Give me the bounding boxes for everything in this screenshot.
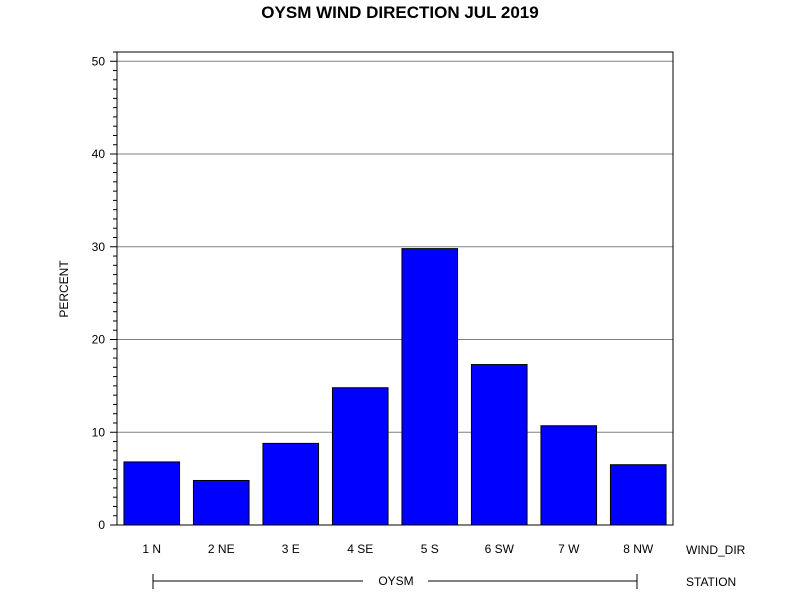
x-tick-label: 3 E — [282, 542, 300, 556]
bar — [401, 248, 459, 526]
y-tick-label: 20 — [92, 333, 106, 347]
x-tick-label: 6 SW — [485, 542, 515, 556]
x-tick-label: 5 S — [421, 542, 439, 556]
x-tick-label: 1 N — [142, 542, 161, 556]
bar — [331, 387, 389, 526]
bar — [262, 442, 320, 526]
y-tick-label: 10 — [92, 425, 106, 439]
x-tick-label: 2 NE — [208, 542, 235, 556]
y-axis: 0 10 20 30 40 50 — [92, 51, 117, 532]
y-tick-label: 50 — [92, 54, 106, 68]
y-tick-label: 30 — [92, 240, 106, 254]
chart-title: OYSM WIND DIRECTION JUL 2019 — [261, 3, 538, 22]
x-axis: 1 N 2 NE 3 E 4 SE 5 S 6 SW 7 W 8 NW — [142, 542, 654, 556]
station-axis-label: STATION — [686, 575, 736, 589]
bar — [609, 464, 667, 526]
x-tick-label: 8 NW — [623, 542, 654, 556]
y-tick-label: 0 — [98, 518, 105, 532]
bar — [123, 461, 181, 526]
gridlines — [117, 60, 673, 433]
x-axis-label: WIND_DIR — [686, 543, 746, 557]
y-tick-label: 40 — [92, 147, 106, 161]
x-tick-label: 4 SE — [347, 542, 373, 556]
y-axis-label: PERCENT — [57, 260, 71, 318]
bars — [123, 248, 667, 526]
station-bracket: OYSM — [152, 574, 638, 589]
station-value-label: OYSM — [378, 574, 413, 588]
bar — [192, 479, 250, 526]
bar — [470, 364, 528, 526]
bar — [540, 425, 598, 526]
plot-frame — [116, 51, 674, 526]
x-tick-label: 7 W — [558, 542, 580, 556]
